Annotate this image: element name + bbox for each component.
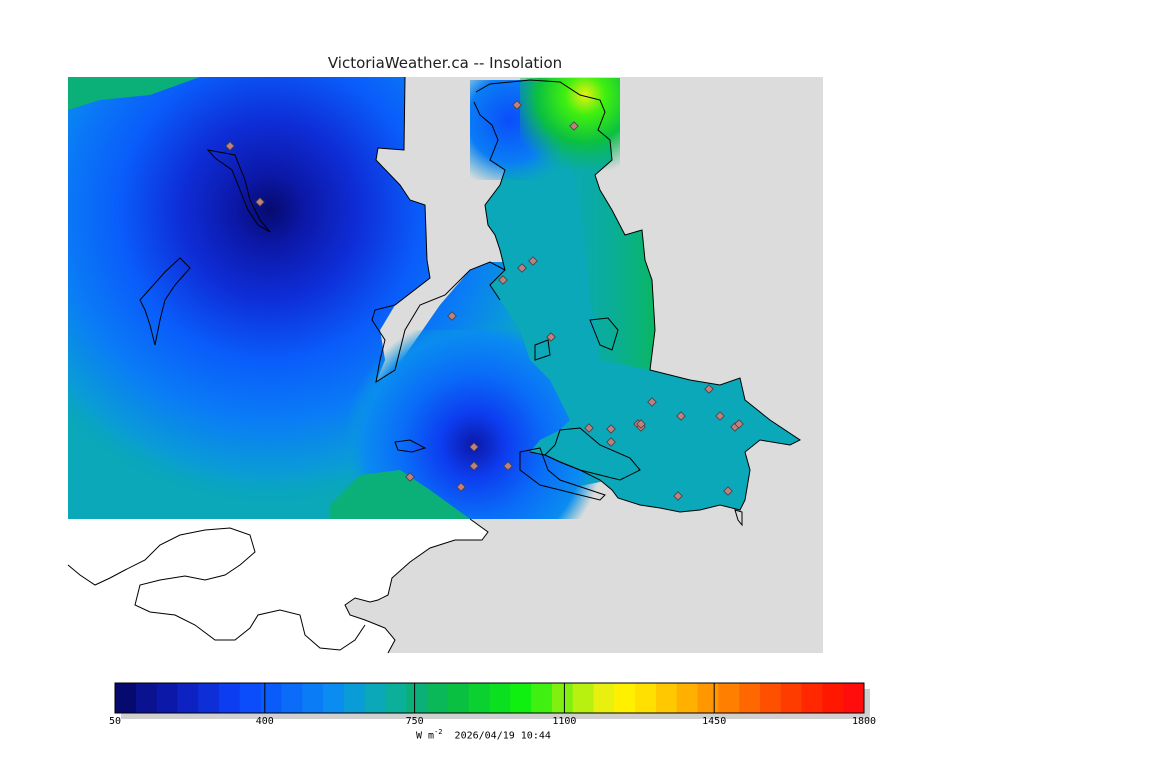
colorbar-swatch	[635, 683, 657, 713]
station-marker	[704, 384, 714, 394]
colorbar-swatch	[759, 683, 782, 713]
station-marker	[715, 411, 725, 421]
station-markers	[225, 100, 744, 501]
station-marker	[546, 332, 556, 342]
timestamp: 2026/04/19 10:44	[454, 730, 551, 742]
station-marker	[584, 423, 594, 433]
colorbar-swatch	[343, 683, 366, 713]
colorbar	[114, 682, 870, 719]
station-marker	[606, 424, 616, 434]
station-marker	[673, 491, 683, 501]
station-marker	[405, 472, 415, 482]
station-marker	[647, 397, 657, 407]
insolation-field	[68, 77, 800, 519]
station-marker	[636, 419, 646, 429]
station-marker	[447, 311, 457, 321]
colorbar-swatch	[323, 683, 345, 713]
colorbar-swatch	[156, 683, 178, 713]
colorbar-swatch	[843, 683, 865, 713]
colorbar-swatch	[198, 683, 220, 713]
colorbar-tick-label: 1100	[552, 716, 577, 727]
colorbar-swatch	[447, 683, 470, 713]
colorbar-swatch	[260, 683, 282, 713]
station-marker	[255, 197, 265, 207]
colorbar-swatch	[655, 683, 678, 713]
station-marker	[606, 437, 616, 447]
colorbar-swatch	[822, 683, 844, 713]
station-marker	[456, 482, 466, 492]
colorbar-swatch	[531, 683, 553, 713]
colorbar-tick-label: 50	[108, 716, 122, 727]
colorbar-tick-label: 400	[255, 716, 274, 727]
colorbar-swatch	[281, 683, 303, 713]
station-marker	[498, 275, 508, 285]
colorbar-swatch	[135, 683, 158, 713]
colorbar-swatch	[406, 683, 428, 713]
colorbar-swatch	[593, 683, 615, 713]
colorbar-swatch	[427, 683, 449, 713]
colorbar-swatch	[510, 683, 532, 713]
coastlines	[67, 76, 801, 654]
colorbar-swatch	[468, 683, 490, 713]
station-marker	[734, 419, 744, 429]
colorbar-swatch	[239, 683, 262, 713]
colorbar-tick-label: 1800	[851, 716, 877, 727]
station-marker	[512, 100, 522, 110]
station-marker	[569, 121, 579, 131]
colorbar-swatch	[551, 683, 574, 713]
station-marker	[723, 486, 733, 496]
colorbar-swatch	[801, 683, 823, 713]
colorbar-swatch	[572, 683, 595, 713]
colorbar-swatch	[364, 683, 386, 713]
station-marker	[503, 461, 513, 471]
colorbar-swatch	[614, 683, 636, 713]
station-marker	[225, 141, 235, 151]
no-data-area	[68, 519, 488, 653]
colorbar-units: W m-2 2026/04/19 10:44	[416, 728, 551, 741]
colorbar-swatch	[718, 683, 740, 713]
station-marker	[517, 263, 527, 273]
colorbar-swatch	[385, 683, 407, 713]
station-marker	[469, 461, 479, 471]
colorbar-swatch	[780, 683, 803, 713]
colorbar-swatch	[219, 683, 241, 713]
units-label: W m	[416, 730, 435, 742]
station-marker	[528, 256, 538, 266]
colorbar-swatch	[697, 683, 719, 713]
colorbar-tick-label: 750	[405, 716, 424, 727]
colorbar-swatch	[676, 683, 699, 713]
units-exponent: -2	[434, 728, 443, 736]
colorbar-swatch	[302, 683, 324, 713]
station-marker	[676, 411, 686, 421]
station-marker	[469, 442, 479, 452]
colorbar-swatch	[739, 683, 761, 713]
colorbar-tick-label: 1450	[702, 716, 727, 727]
colorbar-swatch	[489, 683, 511, 713]
map-title: VictoriaWeather.ca -- Insolation	[327, 54, 563, 72]
colorbar-swatch	[115, 683, 137, 713]
colorbar-swatch	[177, 683, 199, 713]
